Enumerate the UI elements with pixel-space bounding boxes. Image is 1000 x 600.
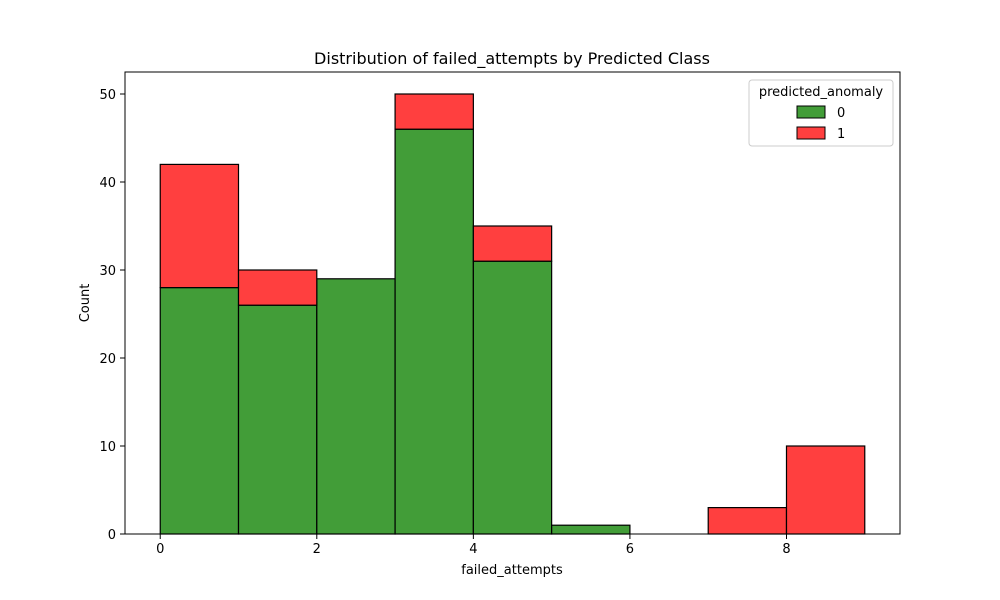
chart-title: Distribution of failed_attempts by Predi…	[314, 49, 710, 69]
bar-class-1-bin-4	[473, 226, 551, 261]
y-tick-label: 0	[108, 528, 116, 543]
legend-label-0: 0	[837, 106, 845, 121]
bar-class-0-bin-0	[160, 288, 238, 534]
y-tick-label: 40	[99, 176, 116, 191]
y-tick-label: 50	[99, 88, 116, 103]
bar-class-1-bin-0	[160, 164, 238, 287]
bar-class-1-bin-1	[239, 270, 317, 305]
legend-swatch-1	[797, 127, 825, 139]
x-axis-label: failed_attempts	[461, 563, 563, 578]
bar-class-1-bin-7	[708, 508, 786, 534]
bar-class-1-bin-8	[786, 446, 864, 534]
legend-title: predicted_anomaly	[759, 85, 884, 100]
bar-class-0-bin-2	[317, 279, 395, 534]
legend-swatch-0	[797, 106, 825, 118]
legend: predicted_anomaly 0 1	[749, 80, 893, 146]
bar-class-1-bin-3	[395, 94, 473, 129]
x-tick-label: 2	[313, 542, 321, 557]
legend-label-1: 1	[837, 127, 845, 142]
y-tick-label: 10	[99, 440, 116, 455]
x-tick-label: 6	[626, 542, 634, 557]
bar-class-0-bin-3	[395, 129, 473, 534]
bar-class-0-bin-4	[473, 261, 551, 534]
y-tick-label: 30	[99, 264, 116, 279]
bar-class-0-bin-1	[239, 305, 317, 534]
x-tick-label: 0	[156, 542, 164, 557]
x-tick-label: 8	[782, 542, 790, 557]
bar-class-0-bin-5	[552, 525, 630, 534]
y-tick-label: 20	[99, 352, 116, 367]
y-axis-label: Count	[78, 284, 93, 323]
x-tick-label: 4	[469, 542, 477, 557]
